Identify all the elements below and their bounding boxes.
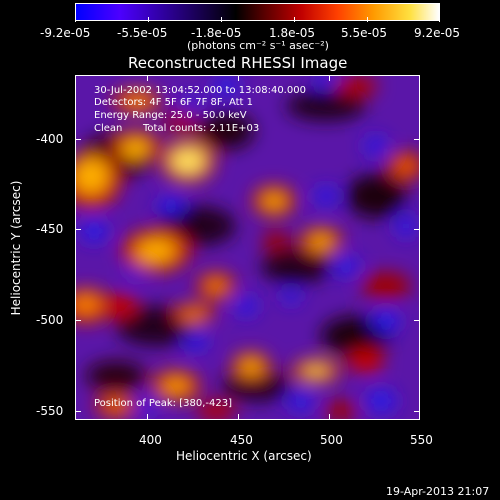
colorbar-tick-label: -9.2e-05 (40, 26, 91, 40)
y-tick (414, 320, 420, 321)
x-tick (419, 75, 420, 81)
y-tick (75, 229, 81, 230)
colorbar-tick-label: -5.5e-05 (117, 26, 168, 40)
image-plot (75, 75, 420, 420)
x-tick-label: 550 (410, 433, 433, 447)
x-tick (147, 414, 148, 420)
colorbar-tick-label: 1.8e-05 (269, 26, 316, 40)
x-tick (238, 75, 239, 81)
energy-range-text: Energy Range: 25.0 - 50.0 keV (94, 110, 247, 121)
peak-position-text: Position of Peak: [380,-423] (94, 398, 232, 409)
heatmap-image (76, 76, 419, 419)
y-tick-label: -500 (36, 313, 64, 327)
x-tick-label: 400 (139, 433, 162, 447)
x-tick (238, 414, 239, 420)
x-tick (147, 75, 148, 81)
y-axis-label: Heliocentric Y (arcsec) (9, 180, 23, 316)
y-tick-label: -550 (36, 404, 64, 418)
y-tick (414, 229, 420, 230)
x-axis-label: Heliocentric X (arcsec) (176, 449, 312, 463)
total-counts-text: Total counts: 2.11E+03 (143, 123, 260, 134)
colorbar-tick (294, 17, 295, 22)
colorbar-tick-label: 9.2e-05 (414, 26, 461, 40)
colorbar-tick (148, 17, 149, 22)
colorbar-tick (367, 17, 368, 22)
colorbar (75, 3, 440, 21)
time-range-text: 30-Jul-2002 13:04:52.000 to 13:08:40.000 (94, 85, 306, 96)
y-tick (414, 411, 420, 412)
y-tick-label: -450 (36, 222, 64, 236)
colorbar-tick-label: -1.8e-05 (191, 26, 242, 40)
colorbar-units: (photons cm⁻² s⁻¹ asec⁻²) (187, 39, 329, 52)
y-tick-label: -400 (36, 132, 64, 146)
colorbar-tick-label: 5.5e-05 (341, 26, 388, 40)
timestamp: 19-Apr-2013 21:07 (386, 485, 490, 498)
colorbar-tick (75, 17, 76, 22)
clean-text: Clean (94, 123, 123, 134)
y-tick (75, 411, 81, 412)
colorbar-tick (439, 17, 440, 22)
detectors-text: Detectors: 4F 5F 6F 7F 8F, Att 1 (94, 97, 254, 108)
y-tick (75, 139, 81, 140)
colorbar-tick (221, 17, 222, 22)
x-tick (329, 414, 330, 420)
x-tick-label: 450 (230, 433, 253, 447)
image-title: Reconstructed RHESSI Image (128, 54, 348, 72)
y-tick (414, 139, 420, 140)
x-tick (419, 414, 420, 420)
x-tick-label: 500 (320, 433, 343, 447)
y-tick (75, 320, 81, 321)
x-tick (329, 75, 330, 81)
